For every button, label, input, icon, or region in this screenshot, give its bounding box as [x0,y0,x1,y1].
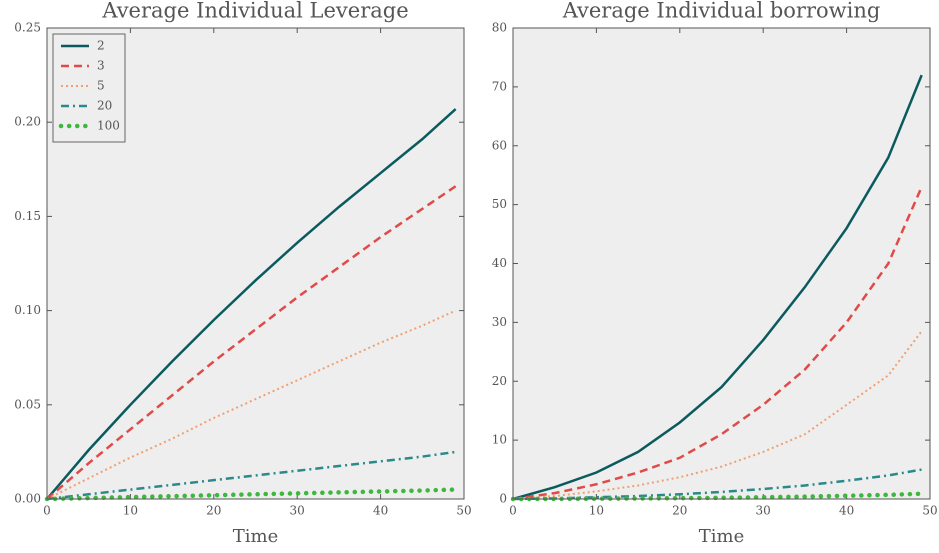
x-axis-label: Time [699,526,744,547]
y-tick-label: 0.05 [14,397,41,411]
x-tick-label: 40 [373,504,388,518]
y-tick-label: 10 [492,433,507,447]
x-tick-label: 20 [206,504,221,518]
y-tick-label: 0.20 [14,115,41,129]
chart-title: Average Individual Leverage [101,0,408,23]
series-line [510,491,924,502]
plot-area [513,28,930,499]
legend-box [52,33,126,143]
x-axis-label: Time [233,526,278,547]
series-line [512,74,923,501]
x-tick-label: 50 [456,504,471,518]
y-tick-label: 0 [499,492,507,506]
series-line [512,468,922,501]
y-tick-label: 0.00 [14,492,41,506]
legend-label: 3 [97,59,105,73]
legend-label: 2 [97,39,105,53]
y-tick-label: 40 [492,256,507,270]
legend-label: 5 [97,79,105,93]
y-tick-label: 0.25 [14,21,41,35]
plot-frame [46,27,465,500]
y-tick-label: 30 [492,315,507,329]
x-tick-label: 0 [509,504,517,518]
legend-label: 20 [97,99,112,113]
y-tick-label: 50 [492,197,507,211]
series-line [512,186,923,501]
y-tick-label: 70 [492,79,507,93]
x-tick-label: 30 [756,504,771,518]
series-line [44,487,458,502]
legend-label: 100 [97,119,120,133]
y-tick-label: 60 [492,138,507,152]
y-tick-label: 20 [492,374,507,388]
series-line [46,309,457,500]
y-tick-label: 0.10 [14,303,41,317]
series-line [512,330,923,500]
x-tick-label: 10 [123,504,138,518]
subplot: Average Individual borrowing Time 0 10 20 30 4… [492,0,938,547]
y-tick-label: 80 [492,21,507,35]
legend: 2 3 5 20 100 [52,33,126,143]
x-tick-label: 40 [839,504,854,518]
x-tick-label: 0 [43,504,51,518]
y-tick-label: 0.15 [14,209,41,223]
plot-frame [512,27,931,500]
x-tick-label: 10 [589,504,604,518]
series-line [46,450,456,501]
subplot: Average Individual Leverage Time 0 10 20 30 40… [14,0,471,547]
series-line [46,108,457,500]
x-tick-label: 20 [672,504,687,518]
x-tick-label: 50 [922,504,937,518]
chart-title: Average Individual borrowing [562,0,881,23]
x-tick-label: 30 [290,504,305,518]
